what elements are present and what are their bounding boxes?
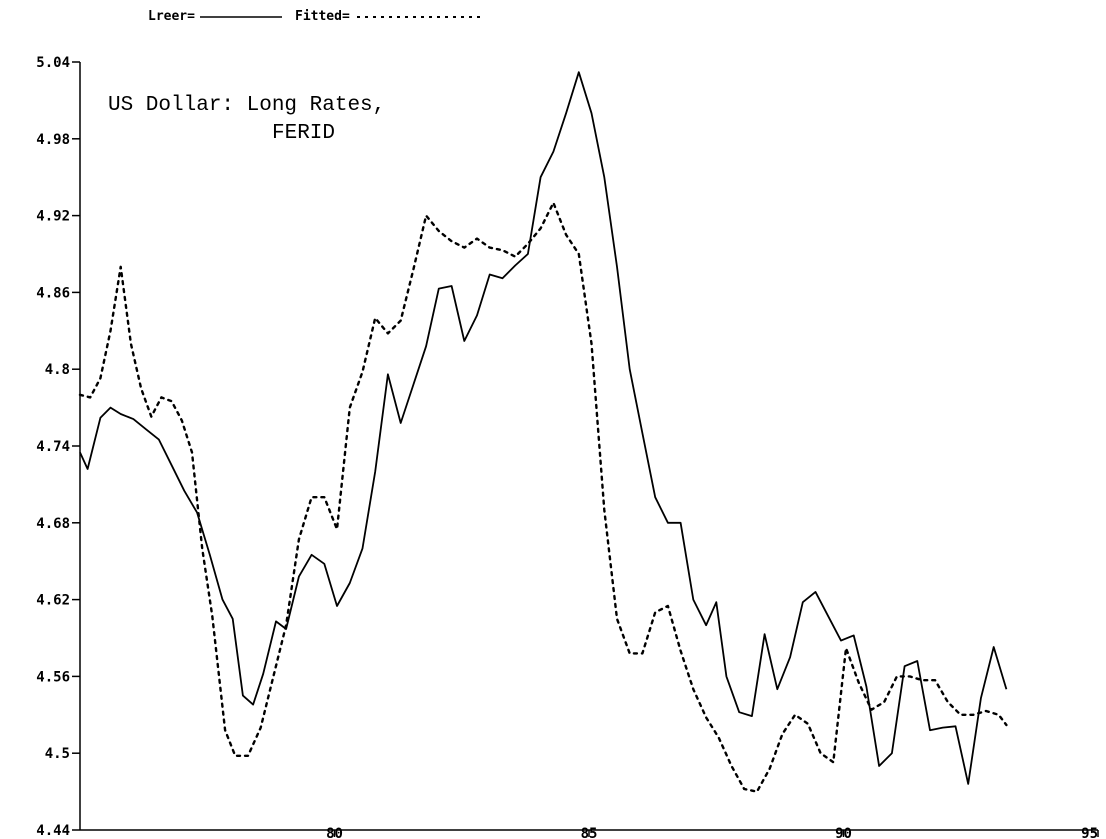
series-line-lreer [79,71,1008,785]
y-tick-label: 4.86 [36,285,70,301]
chart-title-line-2: FERID [272,122,335,145]
y-tick-label: 4.92 [36,209,70,225]
x-tick-label: 80 [326,826,343,839]
y-tick-label: 4.8 [45,362,70,378]
x-tick-label: 90 [835,826,852,839]
x-tick-label: 85 [581,826,598,839]
y-tick-label: 4.74 [36,439,70,455]
y-tick-label: 4.62 [36,593,70,609]
legend-label-lreer: Lreer= [148,9,195,24]
y-tick-label: 4.68 [36,516,70,532]
legend-label-fitted: Fitted= [295,9,350,24]
y-tick-label: 5.04 [36,55,70,71]
y-tick-label: 4.98 [36,132,70,148]
y-ticks: 4.44 4.5 4.56 4.62 4.68 4.74 4.8 4.86 4.92 4.98 5.… [36,55,80,839]
y-tick-label: 4.5 [45,746,70,762]
y-tick-label: 4.56 [36,669,70,685]
x-ticks: 80 85 90 95 [326,826,1099,839]
chart-title-line-1: US Dollar: Long Rates, [108,94,385,117]
x-tick-label: 95 [1081,826,1098,839]
series-layer [78,71,1008,793]
y-tick-label: 4.44 [36,823,70,839]
series-line-fitted [78,201,1008,793]
